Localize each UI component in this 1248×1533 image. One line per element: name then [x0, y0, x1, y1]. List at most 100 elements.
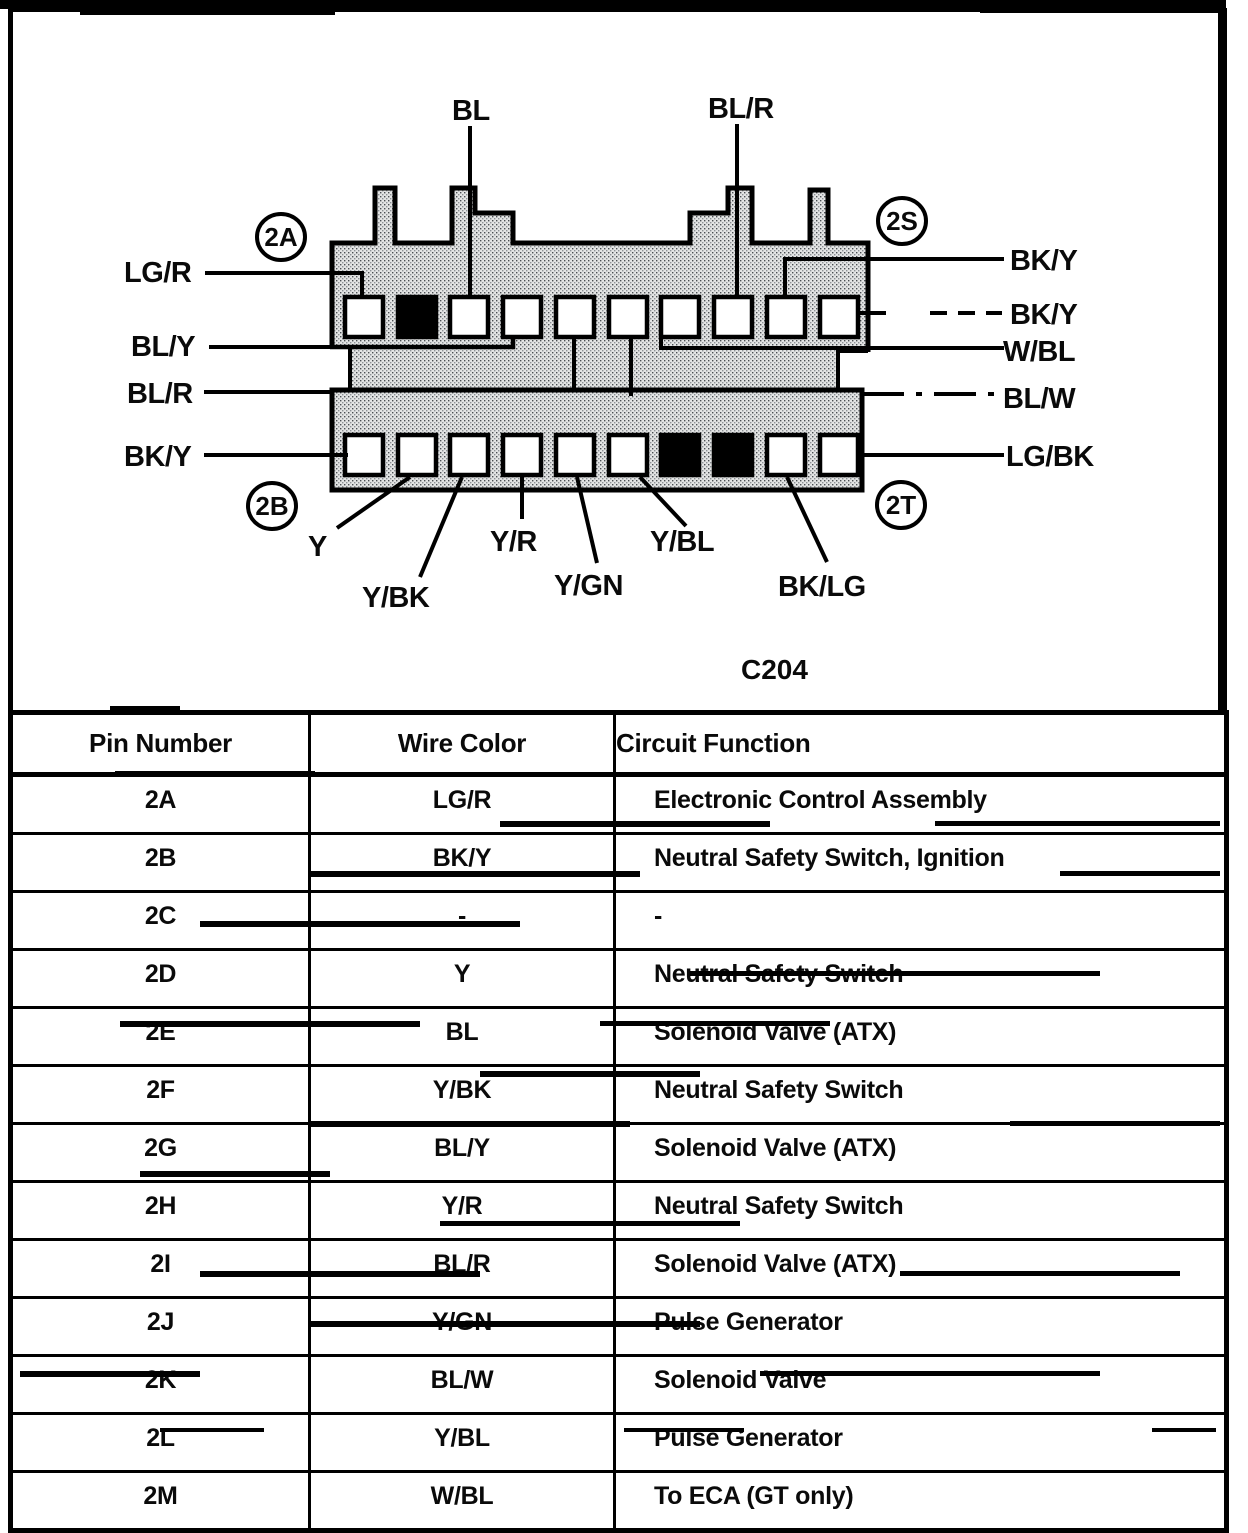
pin-number-cell: 2I: [9, 1238, 311, 1299]
wire-label-bl-r-left: BL/R: [127, 378, 193, 410]
wire-label-bl-y: BL/Y: [131, 331, 195, 363]
wire-color-cell: -: [308, 890, 616, 951]
pin-top-8: [711, 294, 755, 340]
wire-color-cell: Y/R: [308, 1180, 616, 1241]
wire-color-cell: BL/Y: [308, 1122, 616, 1183]
circuit-function-cell: Solenoid Valve: [613, 1354, 1228, 1415]
pin-top-7: [658, 294, 702, 340]
pin-top-9: [764, 294, 808, 340]
wire-color-cell: BL: [308, 1006, 616, 1067]
circuit-function-cell: Solenoid Valve (ATX): [613, 1238, 1228, 1299]
wire-color-cell: BK/Y: [308, 832, 616, 893]
circuit-function-cell: Pulse Generator: [613, 1296, 1228, 1357]
table-row: 2L Y/BL Pulse Generator: [9, 1412, 1228, 1473]
connector-diagram: 2A 2S 2B 2T BL BL/R LG/R BL/Y BL/R BK/Y …: [124, 93, 1095, 685]
connector-caption: C204: [741, 654, 808, 685]
pin-bottom-8: [711, 432, 755, 478]
wire-color-cell: BL/R: [308, 1238, 616, 1299]
circuit-function-cell: Electronic Control Assembly: [613, 773, 1228, 835]
wire-color-cell: LG/R: [308, 773, 616, 835]
circuit-function-cell: Neutral Safety Switch, Ignition: [613, 832, 1228, 893]
pin-top-1: [342, 294, 386, 340]
connector-middle-strip: [350, 347, 838, 391]
circuit-function-cell: -: [613, 890, 1228, 951]
pin-layer: [342, 294, 861, 478]
table-row: 2K BL/W Solenoid Valve: [9, 1354, 1228, 1415]
circuit-function-cell: Solenoid Valve (ATX): [613, 1006, 1228, 1067]
circuit-function-cell: Neutral Safety Switch: [613, 1180, 1228, 1241]
pin-bottom-9: [764, 432, 808, 478]
pin-top-2: [395, 294, 439, 340]
circuit-function-cell: Neutral Safety Switch: [613, 1064, 1228, 1125]
pin-top-4: [500, 294, 544, 340]
pin-number-cell: 2M: [9, 1470, 311, 1532]
table-row: 2I BL/R Solenoid Valve (ATX): [9, 1238, 1228, 1299]
table-header-row: Pin Number Wire Color Circuit Function: [9, 711, 1228, 777]
badge-2s-circle: [876, 196, 928, 246]
col-header-pin-number: Pin Number: [9, 711, 311, 777]
page-top-border: [0, 0, 1226, 9]
pin-number-cell: 2E: [9, 1006, 311, 1067]
badge-2b: 2B: [255, 491, 288, 521]
table-row: 2H Y/R Neutral Safety Switch: [9, 1180, 1228, 1241]
circuit-function-cell: Solenoid Valve (ATX): [613, 1122, 1228, 1183]
wire-label-w-bl: W/BL: [1003, 336, 1075, 368]
wire-color-cell: Y/BK: [308, 1064, 616, 1125]
wire-color-cell: Y: [308, 948, 616, 1009]
pin-number-cell: 2C: [9, 890, 311, 951]
pin-bottom-4: [500, 432, 544, 478]
page-border-top: [8, 8, 1227, 12]
badge-2a-circle: [255, 212, 307, 262]
pin-number-cell: 2H: [9, 1180, 311, 1241]
wire-label-bk-y-right1: BK/Y: [1010, 245, 1077, 277]
table-row: 2G BL/Y Solenoid Valve (ATX): [9, 1122, 1228, 1183]
table-row: 2C - -: [9, 890, 1228, 951]
badge-2a: 2A: [264, 222, 297, 252]
table-row: 2D Y Neutral Safety Switch: [9, 948, 1228, 1009]
pin-number-cell: 2K: [9, 1354, 311, 1415]
wire-label-bl: BL: [452, 95, 490, 127]
circuit-function-cell: To ECA (GT only): [613, 1470, 1228, 1532]
wire-color-cell: W/BL: [308, 1470, 616, 1532]
pin-number-cell: 2B: [9, 832, 311, 893]
pinout-table: Pin Number Wire Color Circuit Function 2…: [8, 710, 1229, 1533]
pin-top-6: [606, 294, 650, 340]
badge-2t: 2T: [886, 490, 916, 520]
pin-number-cell: 2J: [9, 1296, 311, 1357]
pin-bottom-3: [447, 432, 491, 478]
wire-label-bk-y-left: BK/Y: [124, 441, 191, 473]
pin-bottom-5: [553, 432, 597, 478]
table-row: 2B BK/Y Neutral Safety Switch, Ignition: [9, 832, 1228, 893]
connector-id-badges: 2A 2S 2B 2T: [246, 196, 928, 531]
pin-top-3: [447, 294, 491, 340]
pin-number-cell: 2D: [9, 948, 311, 1009]
wire-label-y-r: Y/R: [490, 526, 537, 558]
pin-bottom-1: [342, 432, 386, 478]
pin-top-10: [817, 294, 861, 340]
circuit-function-cell: Pulse Generator: [613, 1412, 1228, 1473]
wire-label-lg-bk: LG/BK: [1006, 441, 1094, 473]
pin-number-cell: 2G: [9, 1122, 311, 1183]
pin-bottom-7: [658, 432, 702, 478]
wire-label-y-bl: Y/BL: [650, 526, 714, 558]
wire-label-y-bk: Y/BK: [362, 582, 430, 614]
pin-number-cell: 2A: [9, 773, 311, 835]
circuit-function-cell: Neutral Safety Switch: [613, 948, 1228, 1009]
wire-color-cell: Y/GN: [308, 1296, 616, 1357]
wire-color-cell: BL/W: [308, 1354, 616, 1415]
leader-lines: [204, 124, 1004, 578]
wire-label-y: Y: [308, 531, 327, 563]
table-row: 2E BL Solenoid Valve (ATX): [9, 1006, 1228, 1067]
pin-bottom-2: [395, 432, 439, 478]
pin-bottom-10: [817, 432, 861, 478]
col-header-circuit-function: Circuit Function: [613, 711, 1228, 777]
badge-2t-circle: [875, 480, 927, 530]
col-header-wire-color: Wire Color: [308, 711, 616, 777]
pin-top-5: [553, 294, 597, 340]
wire-label-y-gn: Y/GN: [554, 570, 623, 602]
wire-color-cell: Y/BL: [308, 1412, 616, 1473]
wire-label-bk-lg: BK/LG: [778, 571, 866, 603]
wire-labels: BL BL/R LG/R BL/Y BL/R BK/Y BK/Y BK/Y W/…: [124, 93, 1095, 614]
wire-label-lg-r: LG/R: [124, 257, 192, 289]
table-row: 2M W/BL To ECA (GT only): [9, 1470, 1228, 1532]
